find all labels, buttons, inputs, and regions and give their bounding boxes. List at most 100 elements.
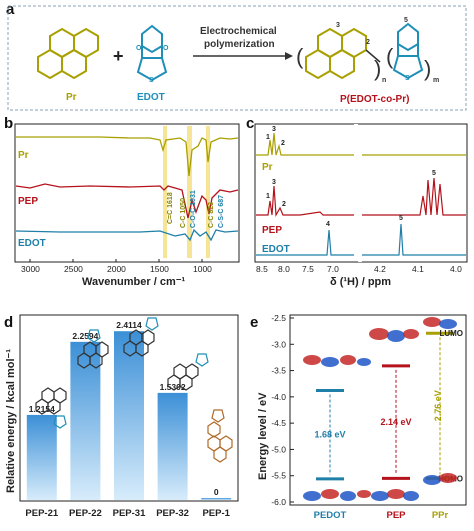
ppr-homo-orbital-icon — [423, 473, 457, 485]
nmr-tick-8.0: 8.0 — [278, 264, 290, 274]
pep31-molecule-icon — [123, 317, 159, 357]
bar-value-label: 0 — [214, 487, 219, 497]
panel-e-label: e — [250, 314, 258, 331]
site-5: 5 — [404, 17, 408, 24]
nmr-pep-peak-1: 1 — [266, 193, 270, 200]
plus-sign: + — [113, 46, 124, 66]
bar-pep-21 — [26, 414, 57, 500]
nmr-tick-4.1: 4.1 — [412, 264, 424, 274]
nmr-tick-7.0: 7.0 — [327, 264, 339, 274]
nmr-tick-4.2: 4.2 — [374, 264, 386, 274]
bar-pep-22 — [70, 341, 101, 500]
nmr-edot-peak-5: 5 — [399, 215, 403, 222]
pep-lumo-orbital-icon — [369, 328, 419, 342]
product-label: P(EDOT-co-Pr) — [340, 94, 409, 105]
pr-label: Pr — [66, 92, 77, 103]
pedot-homo-orbital-icon — [303, 489, 371, 501]
nmr-tick-4.0: 4.0 — [450, 264, 462, 274]
ftir-tick-1500: 1500 — [150, 264, 169, 274]
n-subscript: n — [382, 77, 386, 84]
energy-tick-label: -5.0 — [271, 444, 286, 454]
panel-e: e Energy level / eV -2.5 -3.0 -3.5 -4.0 -4.5… — [250, 313, 467, 521]
site-3: 3 — [336, 22, 340, 29]
pedot-lumo-orbital-icon — [303, 355, 371, 367]
gap-label-pep: 2.14 eV — [380, 417, 411, 427]
ftir-tick-3000: 3000 — [21, 264, 40, 274]
svg-text:): ) — [374, 56, 381, 81]
energy-tick-label: -6.0 — [271, 497, 286, 507]
nmr-pep-label: PEP — [262, 225, 282, 236]
nmr-edot-label: EDOT — [262, 244, 290, 255]
orbital-icons — [303, 317, 457, 501]
pep22-molecule-icon — [77, 329, 109, 369]
ann-cc-1618: C=C 1618 — [167, 192, 174, 224]
svg-text:(: ( — [296, 44, 304, 69]
ann-cc-1050: C-C 1050 — [180, 198, 187, 228]
energy-ylabel: Energy level / eV — [257, 392, 269, 480]
bar-value-label: 1.5302 — [160, 382, 186, 392]
ann-csc-687: C-S-C 687 — [218, 195, 225, 228]
edot-structure — [136, 24, 168, 82]
product-structure: ( ) ( ) — [296, 22, 431, 81]
ftir-pr-label: Pr — [18, 150, 29, 161]
bar-value-label: 1.2154 — [29, 404, 55, 414]
bar-pep-32 — [157, 392, 188, 500]
svg-text:): ) — [424, 56, 431, 81]
bar-category-label: PEP-1 — [202, 508, 230, 519]
nmr-pep-peak-5: 5 — [432, 170, 436, 177]
bar-category-label: PEP-31 — [113, 508, 146, 519]
edot-label: EDOT — [137, 92, 165, 103]
nmr-pr-peak-2: 2 — [281, 140, 285, 147]
energy-tick-label: -2.5 — [271, 313, 286, 323]
panel-c: c Pr PEP EDOT 1 3 2 1 3 2 5 4 5 8.5 8.0 … — [246, 115, 468, 288]
panel-b: b Pr PEP EDOT C=C 1618 C-C 1050 C-O-C 10… — [4, 115, 240, 288]
nmr-tick-7.5: 7.5 — [302, 264, 314, 274]
ftir-edot-curve — [15, 228, 239, 242]
nmr-pr-label: Pr — [262, 162, 273, 173]
bar-category-label: PEP-22 — [69, 508, 102, 519]
bar-value-label: 2.2594 — [72, 331, 98, 341]
lumo-label: LUMO — [439, 329, 463, 338]
bar-value-label: 2.4114 — [116, 320, 142, 330]
ftir-tick-2500: 2500 — [64, 264, 83, 274]
ftir-pr-curve — [16, 136, 239, 177]
energy-tick-label: -5.5 — [271, 471, 286, 481]
band-823 — [206, 126, 210, 258]
bar-pep-1 — [201, 498, 232, 500]
ann-coc-1031: C-O-C 1031 — [190, 190, 197, 228]
ftir-pep-label: PEP — [18, 196, 38, 207]
nmr-x-ticks: 8.5 8.0 7.5 7.0 4.2 4.1 4.0 — [256, 264, 462, 274]
arrow-text-2: polymerization — [204, 39, 275, 50]
gap-label-pedot: 1.68 eV — [314, 430, 345, 440]
nmr-pep-peak-3: 3 — [272, 179, 276, 186]
bar-pep-31 — [114, 331, 144, 500]
bar-series: 1.2154 PEP-21 2.2594 PEP-22 2.4114 PEP-31 1.53… — [25, 320, 232, 519]
band-1618 — [163, 126, 167, 258]
ann-cc-823: C-C 823 — [208, 202, 215, 228]
nmr-pr-curve — [256, 132, 466, 156]
nmr-pep-curve — [256, 177, 466, 218]
energy-tick-label: -4.5 — [271, 418, 286, 428]
ftir-xlabel: Wavenumber / cm⁻¹ — [82, 276, 186, 288]
ftir-axes — [14, 123, 240, 263]
pyrene-structure — [37, 27, 99, 80]
energy-axes — [289, 314, 467, 506]
bar-category-label: PEP-32 — [156, 508, 189, 519]
ftir-tick-2000: 2000 — [107, 264, 126, 274]
energy-category-label: PEDOT — [314, 510, 347, 521]
ftir-tick-1000: 1000 — [193, 264, 212, 274]
panel-d: d Relative energy / kcal mol⁻¹ 1.2154 PEP… — [4, 314, 239, 519]
bar-axes — [19, 314, 239, 502]
ppr-lumo-orbital-icon — [423, 317, 457, 329]
nmr-pr-peak-3: 3 — [272, 126, 276, 133]
nmr-axes — [254, 123, 468, 263]
ftir-pep-curve — [15, 183, 239, 219]
pep1-molecule-icon — [207, 409, 233, 463]
gap-label-ppr: 2.76 eV — [433, 390, 443, 421]
nmr-edot-curve — [256, 223, 466, 256]
isomer-icons — [35, 317, 233, 463]
scheme-frame — [7, 5, 467, 111]
energy-tick-label: -4.0 — [271, 392, 286, 402]
pep32-molecule-icon — [167, 353, 209, 391]
ftir-x-ticks: 3000 2500 2000 1500 1000 — [21, 259, 212, 274]
